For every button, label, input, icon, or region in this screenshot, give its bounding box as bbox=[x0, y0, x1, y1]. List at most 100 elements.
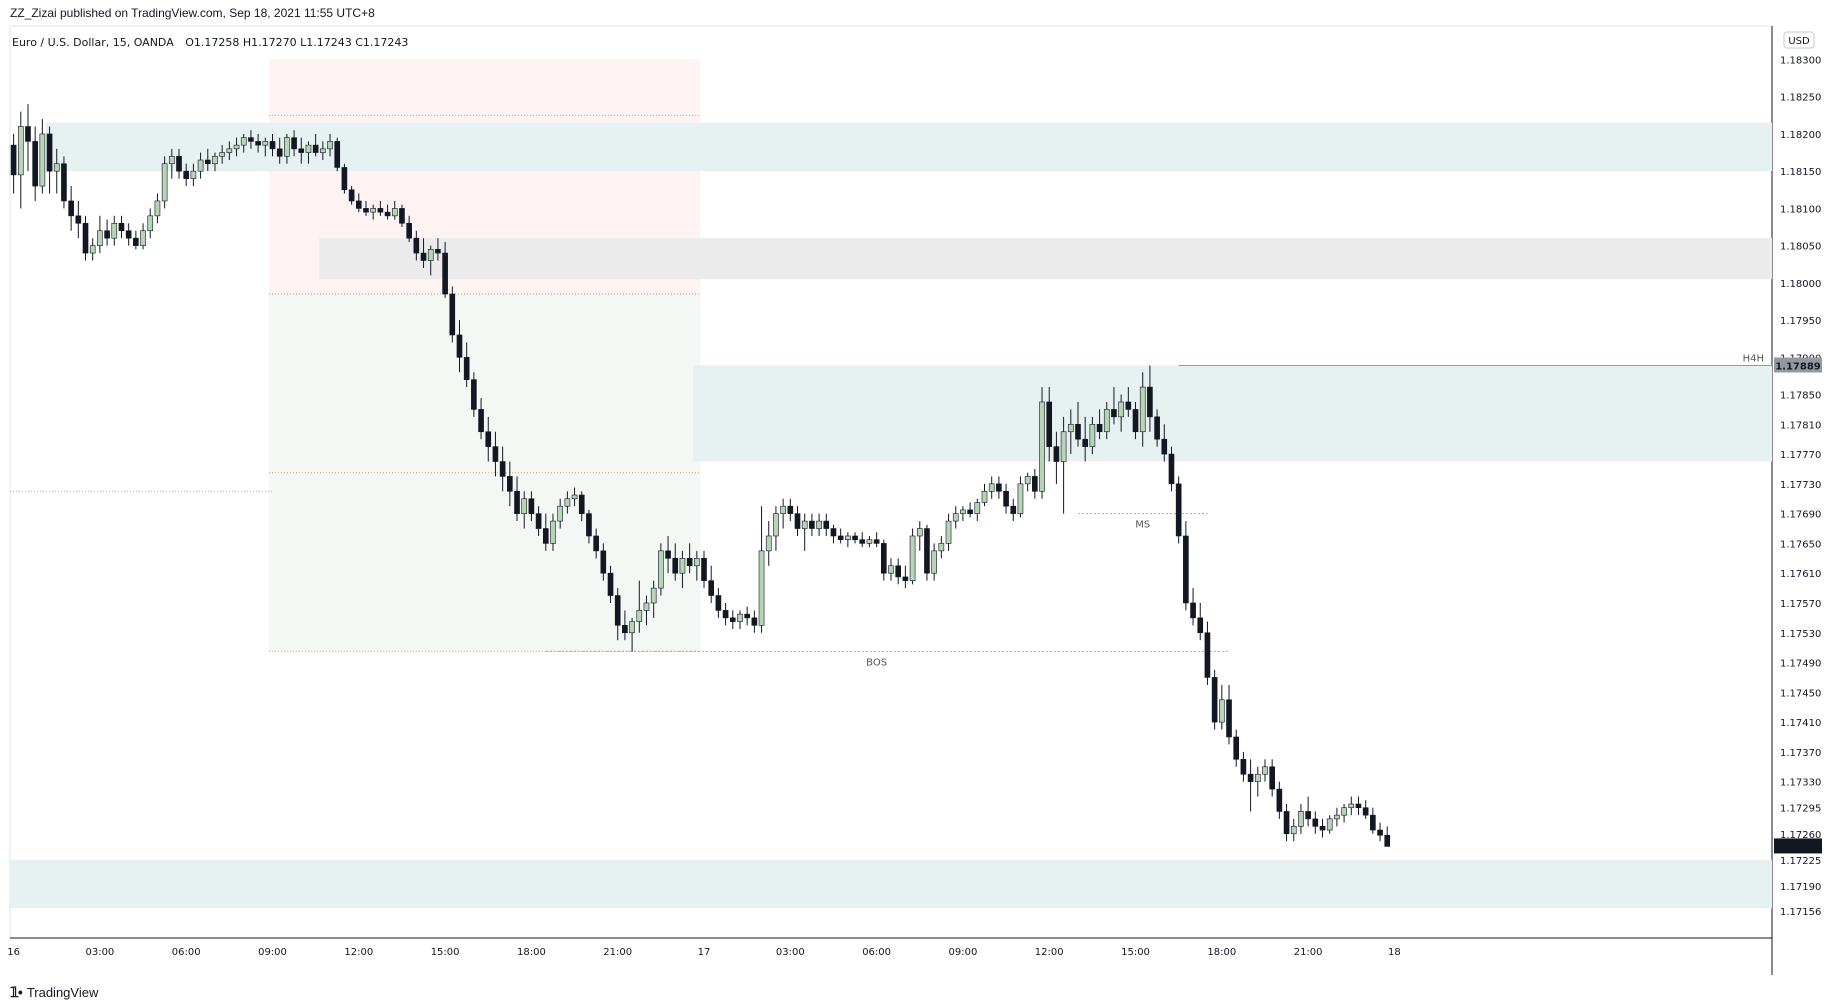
candle-body-26 bbox=[197, 159, 204, 172]
candle-body-54 bbox=[399, 208, 405, 224]
candle-body-156 bbox=[1132, 409, 1139, 433]
candle-body-6 bbox=[53, 163, 60, 172]
candle-body-111 bbox=[809, 520, 815, 529]
candle-body-113 bbox=[823, 520, 830, 529]
time-tick-3: 09:00 bbox=[258, 947, 287, 958]
h4h-price-tag: 1.17889 bbox=[1775, 361, 1821, 372]
candle-body-119 bbox=[866, 539, 873, 544]
candle-body-143 bbox=[1039, 401, 1045, 492]
zone-2 bbox=[693, 365, 1772, 462]
candle-body-78 bbox=[571, 494, 578, 500]
price-tick-20: 1.17410 bbox=[1780, 718, 1821, 729]
price-tick-10: 1.17810 bbox=[1780, 420, 1821, 431]
discount-zone bbox=[268, 294, 701, 652]
candle-body-18 bbox=[140, 230, 146, 246]
candle-body-19 bbox=[147, 215, 154, 232]
candle-body-43 bbox=[320, 148, 326, 153]
price-tick-2: 1.18200 bbox=[1780, 130, 1821, 141]
candle-body-51 bbox=[377, 208, 384, 213]
candle-body-44 bbox=[327, 141, 333, 150]
candle-body-122 bbox=[888, 565, 894, 574]
time-tick-11: 09:00 bbox=[949, 947, 978, 958]
price-tick-13: 1.17690 bbox=[1780, 510, 1821, 521]
candle-body-74 bbox=[542, 528, 549, 544]
candle-body-169 bbox=[1226, 699, 1232, 738]
candle-body-125 bbox=[909, 535, 916, 581]
candle-body-98 bbox=[715, 595, 722, 611]
symbol-name: Euro / U.S. Dollar, 15, OANDA bbox=[12, 36, 174, 49]
candle-body-13 bbox=[104, 230, 110, 239]
candle-body-187 bbox=[1355, 803, 1362, 809]
candle-body-56 bbox=[413, 237, 420, 254]
candle-body-87 bbox=[636, 610, 643, 622]
candle-body-35 bbox=[262, 141, 269, 146]
candle-body-75 bbox=[550, 520, 556, 544]
candle-body-60 bbox=[442, 252, 448, 295]
time-tick-2: 06:00 bbox=[172, 947, 201, 958]
symbol-legend[interactable]: Euro / U.S. Dollar, 15, OANDA O1.17258 H… bbox=[12, 36, 408, 49]
candle-body-176 bbox=[1276, 788, 1283, 812]
candle-body-127 bbox=[924, 528, 930, 574]
time-tick-15: 21:00 bbox=[1294, 947, 1323, 958]
price-tick-0: 1.18300 bbox=[1780, 56, 1821, 67]
candle-body-14 bbox=[111, 222, 118, 239]
candle-body-142 bbox=[1032, 476, 1038, 492]
candle-body-95 bbox=[694, 558, 700, 567]
candle-body-100 bbox=[729, 617, 736, 622]
time-tick-7: 21:00 bbox=[603, 947, 632, 958]
candle-body-137 bbox=[996, 483, 1002, 492]
candle-body-180 bbox=[1305, 811, 1311, 820]
candle-body-17 bbox=[133, 237, 139, 246]
candle-body-67 bbox=[492, 446, 499, 462]
candle-body-63 bbox=[463, 356, 470, 380]
candle-body-164 bbox=[1190, 602, 1196, 619]
candle-body-57 bbox=[420, 252, 427, 261]
candle-body-128 bbox=[931, 550, 937, 574]
candle-body-99 bbox=[722, 610, 729, 619]
time-tick-16: 18 bbox=[1388, 947, 1401, 958]
candle-body-153 bbox=[1111, 409, 1117, 418]
candle-body-107 bbox=[780, 505, 786, 514]
publish-info: ZZ_Zizai published on TradingView.com, S… bbox=[10, 6, 375, 20]
tradingview-label: TradingView bbox=[26, 985, 99, 1000]
price-tick-12: 1.17730 bbox=[1780, 480, 1821, 491]
candle-body-93 bbox=[679, 558, 686, 574]
candle-body-178 bbox=[1290, 826, 1297, 835]
candle-body-72 bbox=[528, 498, 535, 514]
candle-body-182 bbox=[1319, 826, 1326, 831]
price-tick-7: 1.17950 bbox=[1780, 316, 1821, 327]
candle-body-34 bbox=[255, 141, 261, 146]
candle-body-139 bbox=[1010, 505, 1017, 514]
candle-body-134 bbox=[974, 502, 981, 514]
ohlc-values: O1.17258 H1.17270 L1.17243 C1.17243 bbox=[185, 36, 408, 49]
candle-body-116 bbox=[845, 535, 851, 540]
candle-body-138 bbox=[1003, 491, 1009, 507]
candle-body-112 bbox=[816, 520, 822, 529]
bos-label: BOS bbox=[866, 657, 887, 668]
tradingview-footer[interactable]: 𝟙• TradingView bbox=[10, 984, 98, 1001]
candle-body-149 bbox=[1082, 438, 1088, 447]
levels-layer: BOS MS H4H bbox=[10, 114, 1772, 668]
candle-body-167 bbox=[1211, 677, 1218, 723]
price-tick-23: 1.17295 bbox=[1780, 804, 1821, 815]
candle-body-175 bbox=[1269, 766, 1275, 790]
last-price-tag-box bbox=[1774, 838, 1822, 854]
currency-badge: USD bbox=[1788, 36, 1810, 47]
candles-layer bbox=[10, 104, 1391, 847]
last-price-tag: 1.17243 bbox=[1775, 842, 1821, 853]
candle-body-188 bbox=[1362, 807, 1369, 816]
candle-body-165 bbox=[1197, 617, 1204, 634]
price-tick-18: 1.17490 bbox=[1780, 659, 1821, 670]
candle-body-130 bbox=[945, 520, 952, 544]
candle-body-117 bbox=[852, 535, 858, 540]
candle-body-73 bbox=[535, 513, 542, 529]
time-tick-5: 15:00 bbox=[431, 947, 460, 958]
price-tick-3: 1.18150 bbox=[1780, 167, 1821, 178]
zone-0 bbox=[45, 122, 1772, 172]
candle-body-64 bbox=[471, 379, 477, 410]
candle-body-140 bbox=[1017, 483, 1024, 514]
candle-body-148 bbox=[1075, 424, 1081, 440]
candle-body-103 bbox=[751, 617, 758, 626]
price-tick-16: 1.17570 bbox=[1780, 599, 1821, 610]
